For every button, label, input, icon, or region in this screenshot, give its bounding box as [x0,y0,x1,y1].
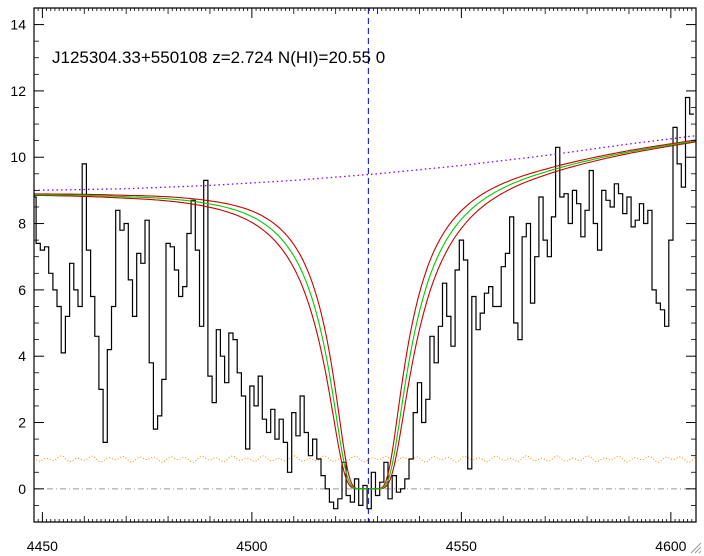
x-tick-label: 4500 [236,538,267,554]
y-tick-label: 12 [10,83,26,99]
fit-best [34,140,696,490]
x-tick-label: 4450 [27,538,58,554]
y-tick-label: 2 [18,415,26,431]
y-tick-label: 4 [18,348,26,364]
resize-grip-icon[interactable] [688,540,702,554]
flux-histogram [34,96,694,510]
fit-upper-bound [34,141,696,490]
y-tick-label: 10 [10,149,26,165]
y-tick-label: 8 [18,216,26,232]
y-tick-label: 14 [10,17,26,33]
x-tick-label: 4600 [655,538,686,554]
x-tick-label: 4550 [446,538,477,554]
plot-frame [33,7,697,523]
error-line [34,455,696,463]
continuum-line [34,135,696,192]
flux-spectrum [34,96,694,510]
axes-box [33,7,697,523]
error-spectrum [34,455,696,463]
y-tick-label: 6 [18,282,26,298]
voigt-fits [34,139,696,490]
y-tick-label: 0 [18,481,26,497]
chart-title: J125304.33+550108 z=2.724 N(HI)=20.55 0 [52,48,385,67]
fit-lower-bound [34,139,696,490]
continuum-curve [34,135,696,192]
